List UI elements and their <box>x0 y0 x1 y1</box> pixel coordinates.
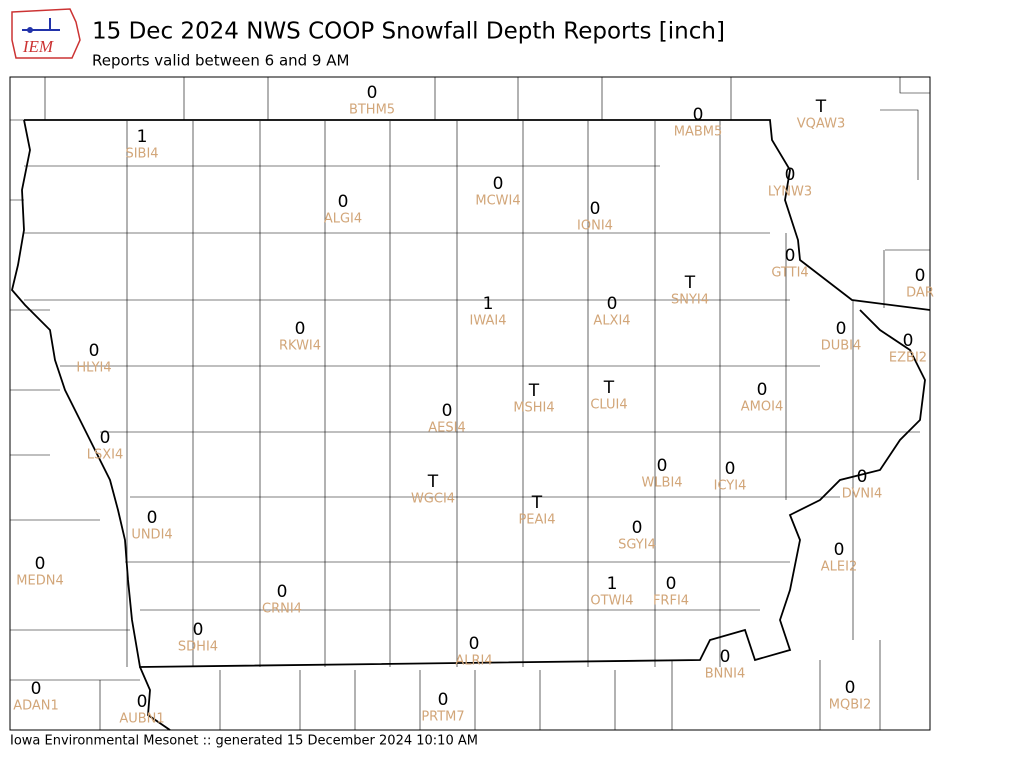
station-id: GTTI4 <box>771 266 808 281</box>
station-value: 0 <box>295 319 306 339</box>
station-id: IONI4 <box>577 219 613 234</box>
station-id: ALEI2 <box>821 560 857 575</box>
station-id: BTHM5 <box>349 103 395 118</box>
station-value: 0 <box>725 459 736 479</box>
station-value: 0 <box>607 294 618 314</box>
station-value: T <box>815 97 827 117</box>
station-id: ADAN1 <box>13 699 59 714</box>
station-value: 0 <box>31 679 42 699</box>
station-value: 1 <box>483 294 494 314</box>
station-value: 0 <box>442 401 453 421</box>
station-value: 0 <box>693 105 704 125</box>
station-id: CRNI4 <box>262 602 302 617</box>
station-id: LYNW3 <box>768 185 812 200</box>
logo-text: IEM <box>22 37 54 56</box>
station-id: PRTM7 <box>421 710 464 725</box>
station-id: SNYI4 <box>671 293 709 308</box>
station-id: AESI4 <box>428 421 465 436</box>
station-id: CLUI4 <box>590 398 627 413</box>
station-value: 0 <box>193 620 204 640</box>
station-id: DAR <box>906 286 934 301</box>
station-id: OTWI4 <box>590 594 633 609</box>
station-value: 0 <box>836 319 847 339</box>
station-value: 0 <box>915 266 926 286</box>
station-value: T <box>603 378 615 398</box>
station-value: T <box>427 472 439 492</box>
station-value: 1 <box>137 127 148 147</box>
station-id: BNNI4 <box>705 667 745 682</box>
station-id: DUBI4 <box>821 339 862 354</box>
station-value: 0 <box>590 199 601 219</box>
station-id: MABM5 <box>674 125 723 140</box>
station-value: T <box>528 381 540 401</box>
station-id: MQBI2 <box>829 698 871 713</box>
station-id: ALXI4 <box>593 314 630 329</box>
station-id: VQAW3 <box>797 117 845 132</box>
station-id: ALRI4 <box>455 654 492 669</box>
station-value: 0 <box>903 331 914 351</box>
station-value: T <box>684 273 696 293</box>
station-value: 0 <box>89 341 100 361</box>
subtitle: Reports valid between 6 and 9 AM <box>92 52 349 70</box>
title: 15 Dec 2024 NWS COOP Snowfall Depth Repo… <box>92 19 725 45</box>
station-value: 0 <box>147 508 158 528</box>
station-id: ALGI4 <box>324 212 362 227</box>
station-id: WLBI4 <box>641 476 682 491</box>
station-value: 0 <box>367 83 378 103</box>
station-value: 0 <box>438 690 449 710</box>
station-id: MCWI4 <box>475 194 520 209</box>
station-value: 1 <box>607 574 618 594</box>
logo: IEM <box>11 8 81 59</box>
station-id: IWAI4 <box>470 314 507 329</box>
station-id: RKWI4 <box>279 339 321 354</box>
station-id: SDHI4 <box>178 640 218 655</box>
station-id: ICYI4 <box>714 479 747 494</box>
station-id: AUBN1 <box>119 712 164 727</box>
station-value: 0 <box>757 380 768 400</box>
station-id: SGYI4 <box>618 538 656 553</box>
station-value: T <box>531 493 543 513</box>
station-value: 0 <box>834 540 845 560</box>
station-id: MSHI4 <box>513 401 554 416</box>
station-value: 0 <box>632 518 643 538</box>
station-value: 0 <box>657 456 668 476</box>
station-value: 0 <box>100 428 111 448</box>
station-value: 0 <box>666 574 677 594</box>
station-id: FRFI4 <box>653 594 689 609</box>
station-value: 0 <box>845 678 856 698</box>
station-id: AMOI4 <box>741 400 783 415</box>
station-id: SIBI4 <box>125 147 158 162</box>
station-id: PEAI4 <box>518 513 555 528</box>
station-value: 0 <box>493 174 504 194</box>
station-id: MEDN4 <box>16 574 63 589</box>
station-id: UNDI4 <box>131 528 172 543</box>
station-value: 0 <box>277 582 288 602</box>
station-id: DVNI4 <box>842 487 883 502</box>
map <box>9 76 931 731</box>
station-value: 0 <box>785 246 796 266</box>
station-value: 0 <box>338 192 349 212</box>
station-id: WGCI4 <box>411 492 455 507</box>
station-id: LSXI4 <box>87 448 124 463</box>
station-value: 0 <box>857 467 868 487</box>
station-value: 0 <box>785 165 796 185</box>
station-value: 0 <box>35 554 46 574</box>
station-id: EZBI2 <box>889 351 927 366</box>
station-value: 0 <box>720 647 731 667</box>
station-value: 0 <box>137 692 148 712</box>
footer: Iowa Environmental Mesonet :: generated … <box>10 734 478 749</box>
station-value: 0 <box>469 634 480 654</box>
station-id: HLYI4 <box>76 361 111 376</box>
